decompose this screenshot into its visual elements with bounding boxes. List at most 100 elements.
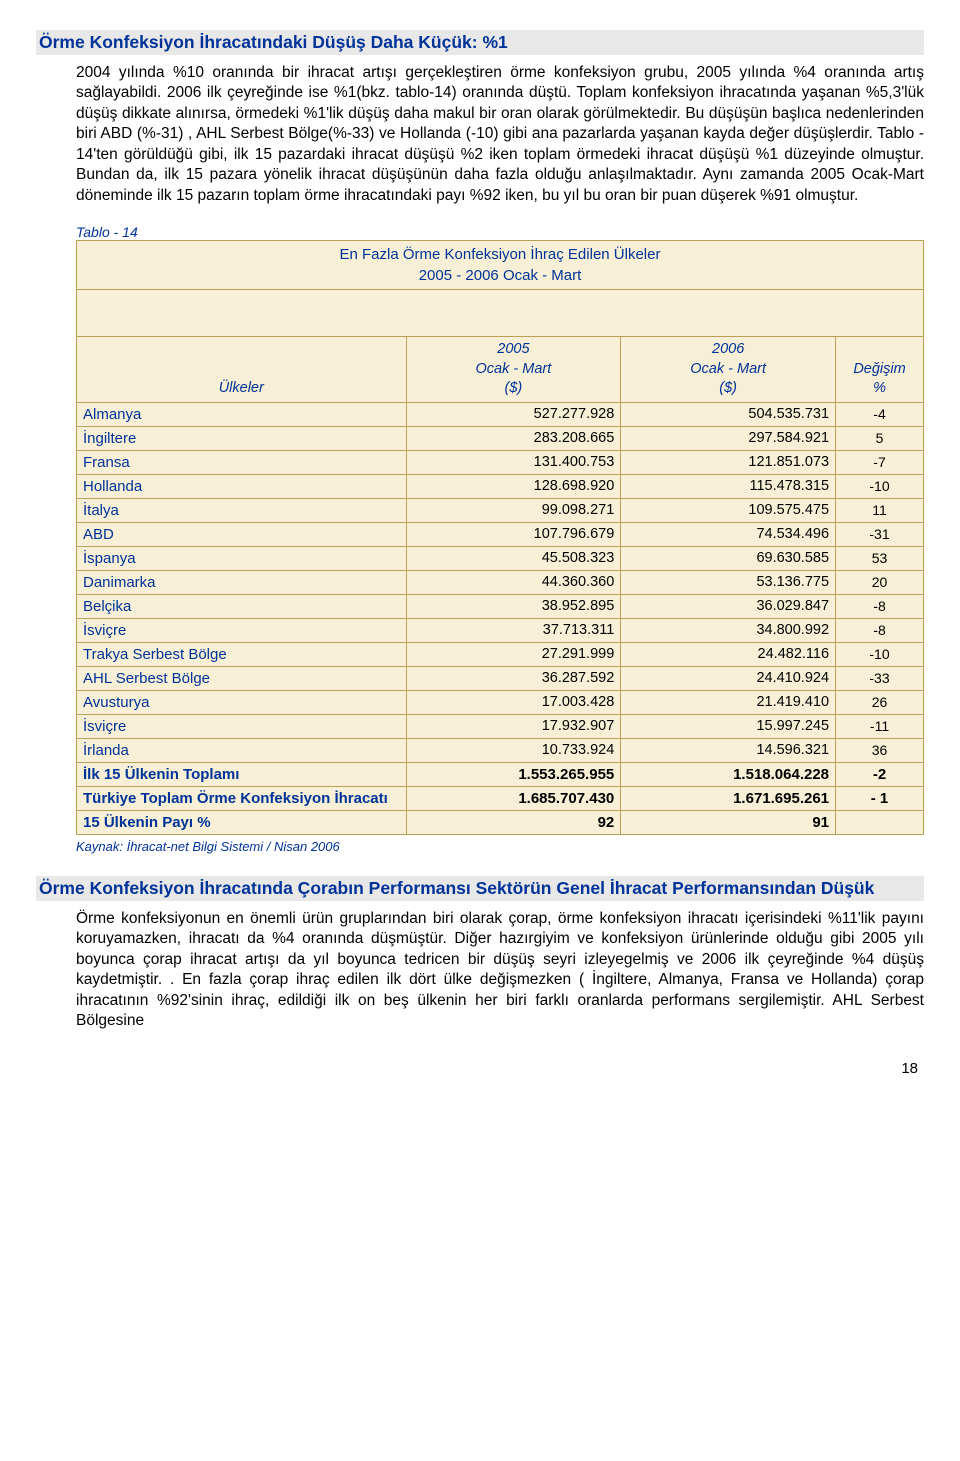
table-row: İspanya45.508.32369.630.58553 (77, 546, 924, 570)
col-2006-header: 2006 Ocak - Mart ($) (621, 337, 836, 403)
table-row: İsviçre17.932.90715.997.245-11 (77, 714, 924, 738)
pct-cell: 20 (836, 570, 924, 594)
pct-cell: -10 (836, 474, 924, 498)
country-cell: Trakya Serbest Bölge (77, 642, 407, 666)
value-2006-cell: 36.029.847 (621, 594, 836, 618)
value-2005-cell: 107.796.679 (406, 522, 621, 546)
table-row: İngiltere283.208.665297.584.9215 (77, 426, 924, 450)
country-cell: 15 Ülkenin Payı % (77, 810, 407, 834)
col-2005-period: Ocak - Mart (476, 361, 552, 377)
table-spacer-row (77, 290, 924, 337)
country-cell: Danimarka (77, 570, 407, 594)
value-2006-cell: 504.535.731 (621, 402, 836, 426)
value-2005-cell: 36.287.592 (406, 666, 621, 690)
value-2005-cell: 99.098.271 (406, 498, 621, 522)
country-cell: ABD (77, 522, 407, 546)
value-2005-cell: 283.208.665 (406, 426, 621, 450)
pct-cell: -11 (836, 714, 924, 738)
value-2006-cell: 121.851.073 (621, 450, 836, 474)
country-cell: Fransa (77, 450, 407, 474)
value-2005-cell: 44.360.360 (406, 570, 621, 594)
col-2006-unit: ($) (719, 380, 737, 396)
col-2005-unit: ($) (505, 380, 523, 396)
table-label: Tablo - 14 (76, 224, 924, 240)
value-2005-cell: 1.685.707.430 (406, 786, 621, 810)
country-cell: Hollanda (77, 474, 407, 498)
table-row: Fransa131.400.753121.851.073-7 (77, 450, 924, 474)
table-title-row: En Fazla Örme Konfeksiyon İhraç Edilen Ü… (77, 241, 924, 290)
table-row: Avusturya17.003.42821.419.41026 (77, 690, 924, 714)
table-row: İtalya99.098.271109.575.47511 (77, 498, 924, 522)
value-2006-cell: 109.575.475 (621, 498, 836, 522)
table-row: İsviçre37.713.31134.800.992-8 (77, 618, 924, 642)
pct-cell: 11 (836, 498, 924, 522)
value-2006-cell: 34.800.992 (621, 618, 836, 642)
table-title: En Fazla Örme Konfeksiyon İhraç Edilen Ü… (77, 241, 924, 290)
pct-cell: -8 (836, 594, 924, 618)
country-cell: Avusturya (77, 690, 407, 714)
table-row: AHL Serbest Bölge36.287.59224.410.924-33 (77, 666, 924, 690)
pct-cell: -10 (836, 642, 924, 666)
col-pct-header: Değişim % (836, 337, 924, 403)
paragraph-2: Örme konfeksiyonun en önemli ürün grupla… (76, 909, 924, 1032)
col-2006-period: Ocak - Mart (690, 361, 766, 377)
pct-cell: 5 (836, 426, 924, 450)
country-cell: AHL Serbest Bölge (77, 666, 407, 690)
table-row: Türkiye Toplam Örme Konfeksiyon İhracatı… (77, 786, 924, 810)
col-2005-header: 2005 Ocak - Mart ($) (406, 337, 621, 403)
pct-cell: -8 (836, 618, 924, 642)
section-heading-1: Örme Konfeksiyon İhracatındaki Düşüş Dah… (36, 30, 924, 55)
export-table: En Fazla Örme Konfeksiyon İhraç Edilen Ü… (76, 240, 924, 835)
paragraph-1: 2004 yılında %10 oranında bir ihracat ar… (76, 63, 924, 206)
table-title-line1: En Fazla Örme Konfeksiyon İhraç Edilen Ü… (340, 246, 661, 263)
table-row: Belçika38.952.89536.029.847-8 (77, 594, 924, 618)
pct-cell: -7 (836, 450, 924, 474)
value-2006-cell: 74.534.496 (621, 522, 836, 546)
value-2005-cell: 37.713.311 (406, 618, 621, 642)
pct-cell: 36 (836, 738, 924, 762)
pct-cell: -33 (836, 666, 924, 690)
country-cell: İsviçre (77, 714, 407, 738)
country-cell: Türkiye Toplam Örme Konfeksiyon İhracatı (77, 786, 407, 810)
value-2006-cell: 91 (621, 810, 836, 834)
value-2005-cell: 27.291.999 (406, 642, 621, 666)
country-cell: İlk 15 Ülkenin Toplamı (77, 762, 407, 786)
table-row: Almanya527.277.928504.535.731-4 (77, 402, 924, 426)
value-2005-cell: 17.932.907 (406, 714, 621, 738)
col-pct-unit: % (873, 380, 886, 396)
table-header-row: Ülkeler 2005 Ocak - Mart ($) 2006 Ocak -… (77, 337, 924, 403)
section-heading-2: Örme Konfeksiyon İhracatında Çorabın Per… (36, 876, 924, 901)
table-row: 15 Ülkenin Payı %9291 (77, 810, 924, 834)
country-cell: Belçika (77, 594, 407, 618)
table-row: Danimarka44.360.36053.136.77520 (77, 570, 924, 594)
value-2006-cell: 69.630.585 (621, 546, 836, 570)
col-2005-year: 2005 (497, 341, 529, 357)
pct-cell: -2 (836, 762, 924, 786)
value-2006-cell: 1.671.695.261 (621, 786, 836, 810)
col-pct-label: Değişim (853, 361, 905, 377)
country-cell: İngiltere (77, 426, 407, 450)
table-title-line2: 2005 - 2006 Ocak - Mart (419, 267, 582, 284)
value-2005-cell: 45.508.323 (406, 546, 621, 570)
table-row: Hollanda128.698.920115.478.315-10 (77, 474, 924, 498)
value-2005-cell: 131.400.753 (406, 450, 621, 474)
value-2006-cell: 297.584.921 (621, 426, 836, 450)
country-cell: İtalya (77, 498, 407, 522)
country-cell: İsviçre (77, 618, 407, 642)
col-2006-year: 2006 (712, 341, 744, 357)
value-2006-cell: 115.478.315 (621, 474, 836, 498)
value-2006-cell: 53.136.775 (621, 570, 836, 594)
value-2005-cell: 128.698.920 (406, 474, 621, 498)
table-source: Kaynak: İhracat-net Bilgi Sistemi / Nisa… (76, 839, 924, 854)
value-2006-cell: 14.596.321 (621, 738, 836, 762)
country-cell: Almanya (77, 402, 407, 426)
table-row: ABD107.796.67974.534.496-31 (77, 522, 924, 546)
value-2005-cell: 1.553.265.955 (406, 762, 621, 786)
page-number: 18 (36, 1060, 918, 1077)
country-cell: İspanya (77, 546, 407, 570)
value-2006-cell: 15.997.245 (621, 714, 836, 738)
pct-cell: - 1 (836, 786, 924, 810)
pct-cell: -4 (836, 402, 924, 426)
value-2006-cell: 21.419.410 (621, 690, 836, 714)
country-cell: İrlanda (77, 738, 407, 762)
